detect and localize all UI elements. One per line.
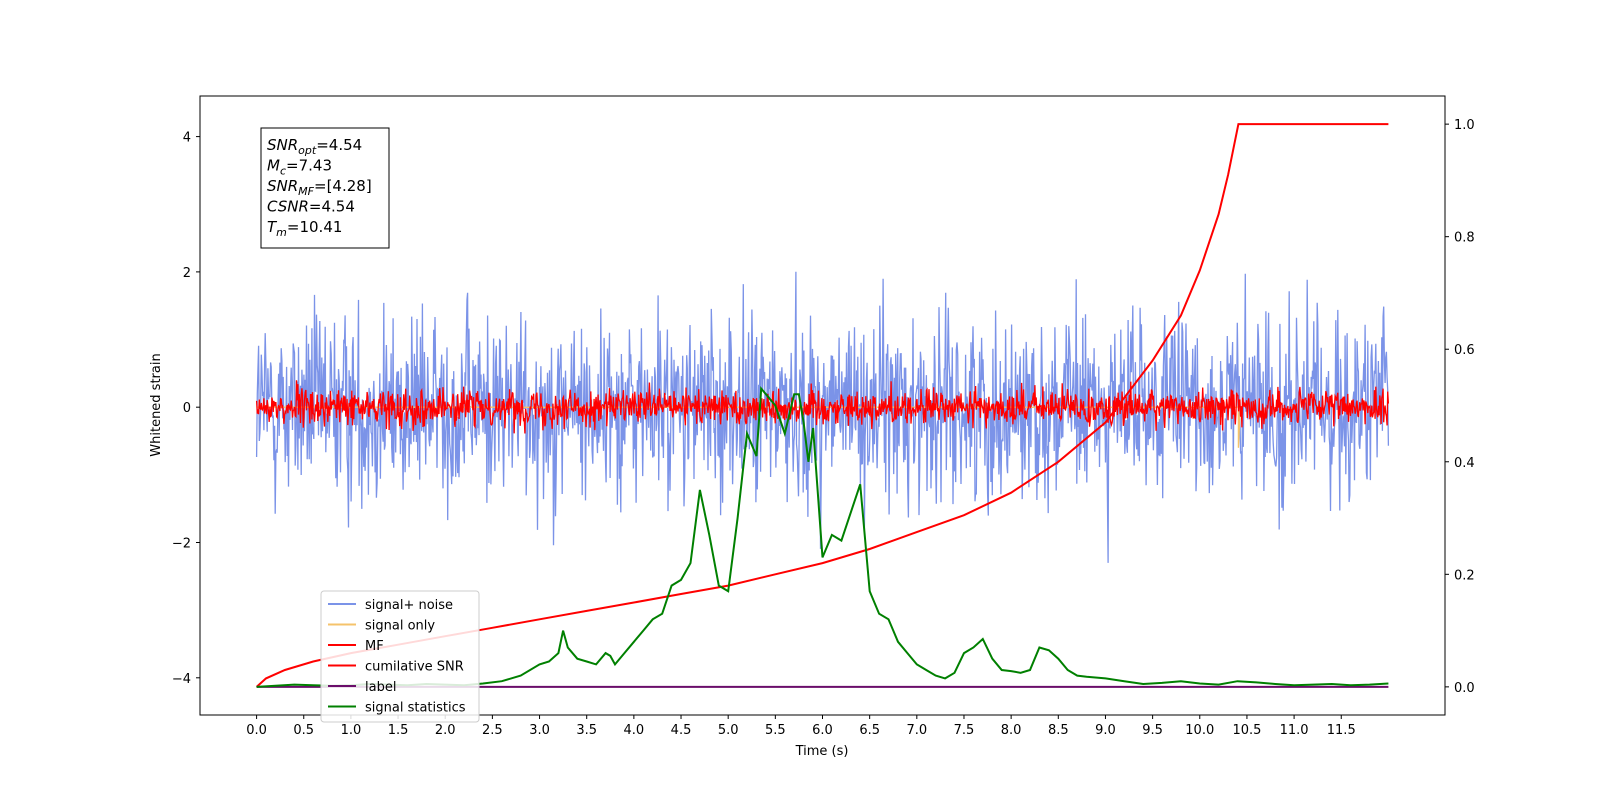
info-box: SNRopt=4.54Mc=7.43SNRMF=[4.28]CSNR=4.54T… — [260, 127, 390, 249]
y2-tick-label: 0.2 — [1454, 568, 1475, 583]
y2-tick-label: 0.0 — [1454, 681, 1475, 696]
info-symbol: M — [267, 157, 280, 175]
x-tick-label: 11.0 — [1280, 723, 1309, 738]
y2-tick-label: 0.6 — [1454, 343, 1475, 358]
x-tick-label: 7.5 — [954, 723, 975, 738]
y-tick-label: 0 — [183, 401, 191, 416]
x-tick-label: 5.5 — [765, 723, 786, 738]
info-subscript: c — [280, 165, 286, 178]
info-subscript: opt — [298, 144, 317, 157]
series-line-2 — [255, 380, 1390, 434]
x-tick-label: 5.0 — [718, 723, 739, 738]
legend-label: signal statistics — [365, 701, 466, 716]
legend-label: MF — [365, 639, 384, 654]
x-tick-label: 1.0 — [341, 723, 362, 738]
x-tick-label: 8.0 — [1001, 723, 1022, 738]
info-symbol: SNR — [267, 177, 298, 195]
x-axis-label: Time (s) — [795, 744, 849, 759]
info-line: SNRMF=[4.28] — [267, 177, 372, 198]
x-tick-label: 1.5 — [388, 723, 409, 738]
x-tick-label: 11.5 — [1327, 723, 1356, 738]
y-tick-label: 2 — [183, 266, 191, 281]
info-value: =4.54 — [309, 198, 355, 216]
series-line-5 — [256, 386, 1389, 688]
y-axis-label: Whitened strain — [149, 353, 164, 456]
x-tick-label: 9.0 — [1095, 723, 1116, 738]
x-tick-label: 4.0 — [624, 723, 645, 738]
x-tick-label: 2.0 — [435, 723, 456, 738]
info-subscript: MF — [298, 185, 314, 198]
x-tick-label: 9.5 — [1142, 723, 1163, 738]
info-box-frame — [260, 127, 390, 249]
y2-tick-label: 0.8 — [1454, 231, 1475, 246]
y-tick-label: 4 — [183, 131, 191, 146]
legend-label: label — [365, 680, 396, 695]
x-tick-label: 2.5 — [482, 723, 503, 738]
info-symbol: CSNR — [267, 198, 309, 216]
x-tick-label: 10.0 — [1185, 723, 1214, 738]
info-line: CSNR=4.54 — [267, 198, 355, 216]
info-value: =7.43 — [286, 157, 332, 175]
x-tick-label: 4.5 — [671, 723, 692, 738]
x-tick-label: 3.5 — [576, 723, 597, 738]
x-tick-label: 3.0 — [529, 723, 550, 738]
y2-tick-label: 0.4 — [1454, 456, 1475, 471]
info-line: Mc=7.43 — [267, 157, 332, 178]
info-symbol: SNR — [267, 136, 298, 154]
legend: signal+ noise signal only MF cumilative SNR… — [320, 590, 480, 723]
x-tick-label: 8.5 — [1048, 723, 1069, 738]
x-tick-label: 0.5 — [293, 723, 314, 738]
x-tick-label: 0.0 — [246, 723, 267, 738]
y-tick-label: −4 — [172, 672, 191, 687]
x-tick-label: 6.0 — [812, 723, 833, 738]
info-value: =4.54 — [316, 136, 362, 154]
info-value: =10.41 — [287, 218, 343, 236]
info-subscript: m — [276, 226, 287, 239]
y2-tick-label: 1.0 — [1454, 118, 1475, 133]
y-tick-label: −2 — [172, 536, 191, 551]
x-tick-label: 7.0 — [906, 723, 927, 738]
x-tick-label: 6.5 — [859, 723, 880, 738]
series-line-0 — [255, 271, 1390, 563]
legend-frame — [320, 590, 480, 723]
legend-label: cumilative SNR — [365, 660, 464, 675]
info-symbol: T — [267, 218, 278, 236]
info-value: =[4.28] — [314, 177, 372, 195]
legend-label: signal only — [365, 619, 435, 634]
x-tick-label: 10.5 — [1232, 723, 1261, 738]
info-line: Tm=10.41 — [267, 218, 342, 239]
legend-label: signal+ noise — [365, 598, 453, 613]
info-line: SNRopt=4.54 — [267, 136, 362, 157]
